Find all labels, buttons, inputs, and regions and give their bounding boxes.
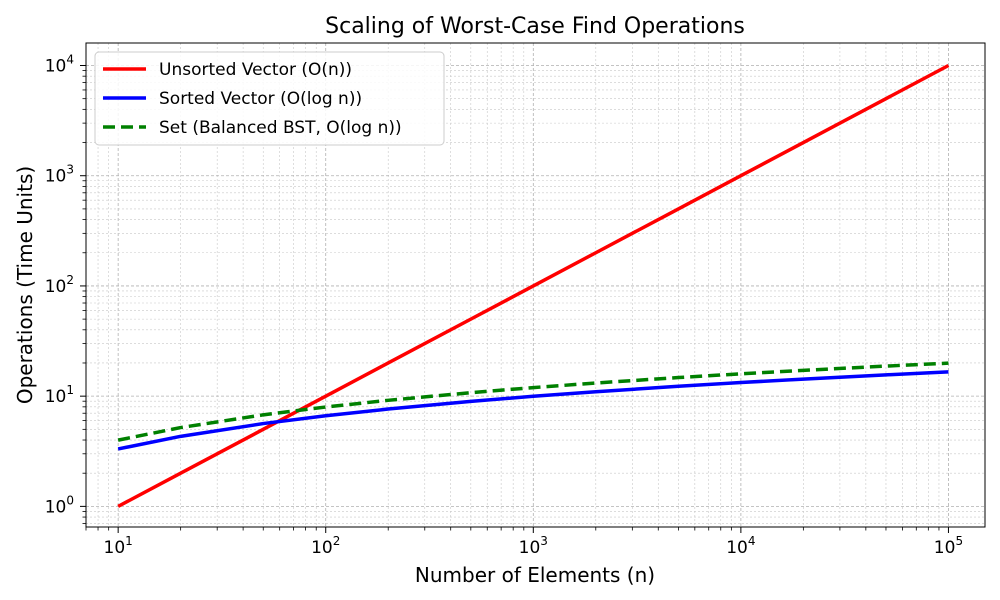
series-line-3: [117, 361, 949, 442]
x-tick-label: 103: [519, 534, 548, 558]
y-tick-label-base: 10: [45, 497, 67, 517]
series-layer: [117, 63, 950, 508]
x-tick-label-exponent: 4: [748, 534, 756, 548]
x-tick-label-base: 10: [311, 538, 333, 558]
y-tick-label-exponent: 1: [66, 383, 74, 397]
x-tick-label: 105: [934, 534, 963, 558]
y-tick-label-exponent: 2: [66, 273, 74, 287]
legend-label-3: Set (Balanced BST, O(log n)): [159, 118, 402, 138]
x-tick-label: 101: [104, 534, 133, 558]
y-tick-label: 102: [45, 273, 74, 297]
grid: [85, 43, 985, 527]
x-tick-label-base: 10: [104, 538, 126, 558]
y-tick-label-base: 10: [45, 277, 67, 297]
x-tick-label-base: 10: [519, 538, 541, 558]
y-tick-label-exponent: 3: [66, 163, 74, 177]
chart-title: Scaling of Worst-Case Find Operations: [325, 14, 745, 39]
legend-label-1: Unsorted Vector (O(n)): [159, 60, 352, 80]
x-tick-label: 102: [311, 534, 340, 558]
y-axis-label: Operations (Time Units): [13, 166, 37, 404]
x-tick-label: 104: [726, 534, 755, 558]
y-tick-label: 103: [45, 163, 74, 187]
plot-frame: [85, 42, 986, 528]
x-tick-label-exponent: 1: [125, 534, 133, 548]
y-tick-label: 104: [45, 52, 74, 76]
y-tick-label: 101: [45, 383, 74, 407]
y-tick-label: 100: [45, 493, 74, 517]
y-tick-label-base: 10: [45, 56, 67, 76]
y-tick-label-exponent: 4: [66, 52, 74, 66]
legend-box: [94, 51, 445, 146]
x-tick-label-base: 10: [726, 538, 748, 558]
series-line-1: [117, 63, 950, 508]
y-tick-label-base: 10: [45, 387, 67, 407]
x-tick-label-exponent: 2: [333, 534, 341, 548]
legend-label-2: Sorted Vector (O(log n)): [159, 89, 362, 109]
series-line-2: [117, 370, 949, 451]
x-axis-label: Number of Elements (n): [415, 563, 655, 587]
x-tick-label-exponent: 3: [540, 534, 548, 548]
y-tick-label-exponent: 0: [66, 493, 74, 507]
x-tick-label-base: 10: [934, 538, 956, 558]
legend: Unsorted Vector (O(n)) Sorted Vector (O(l…: [94, 51, 445, 146]
y-tick-label-base: 10: [45, 167, 67, 187]
x-tick-label-exponent: 5: [955, 534, 963, 548]
